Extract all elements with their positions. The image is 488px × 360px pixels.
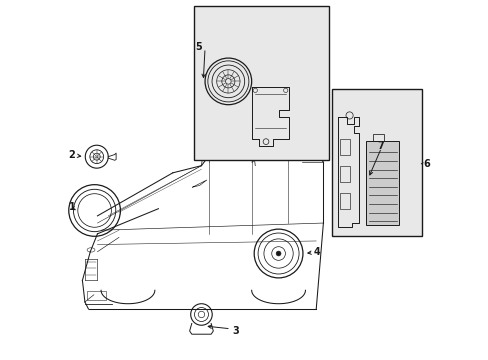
Circle shape — [225, 78, 231, 84]
Bar — [339, 166, 349, 182]
Bar — [366, 140, 398, 225]
Bar — [339, 139, 349, 155]
Bar — [372, 134, 383, 140]
Text: 1: 1 — [69, 202, 76, 212]
Bar — [194, 6, 328, 160]
Text: 7: 7 — [377, 141, 384, 151]
Bar — [339, 193, 349, 209]
Circle shape — [276, 251, 281, 256]
Text: 3: 3 — [232, 325, 239, 336]
Text: 6: 6 — [422, 159, 429, 169]
Bar — [86, 291, 106, 300]
Text: 4: 4 — [313, 247, 320, 257]
Text: 5: 5 — [195, 42, 202, 52]
Text: 2: 2 — [68, 150, 75, 160]
Bar — [332, 89, 421, 235]
